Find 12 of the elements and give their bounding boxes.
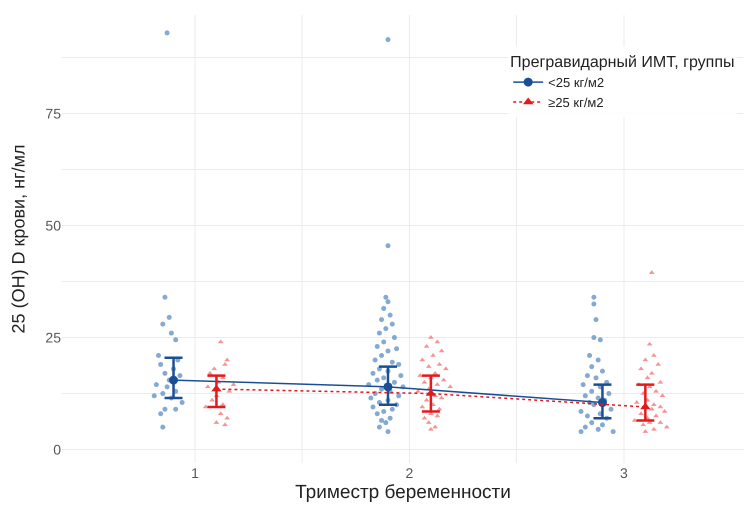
x-tick-label: 2: [406, 465, 414, 481]
y-tick-label: 75: [45, 105, 62, 122]
x-tick-label: 1: [191, 465, 200, 481]
y-axis-title: 25 (OH) D крови, нг/мл: [8, 144, 29, 334]
y-tick-label: 0: [53, 441, 62, 458]
legend-title: Прегравидарный ИМТ, группы: [510, 54, 735, 72]
x-axis-title: Триместр беременности: [295, 482, 511, 503]
legend-label: <25 кг/м2: [548, 75, 604, 90]
y-tick-label: 25: [45, 329, 62, 346]
x-tick-label: 3: [620, 465, 628, 481]
legend-label: ≥25 кг/м2: [548, 95, 604, 110]
y-tick-label: 50: [45, 217, 62, 234]
